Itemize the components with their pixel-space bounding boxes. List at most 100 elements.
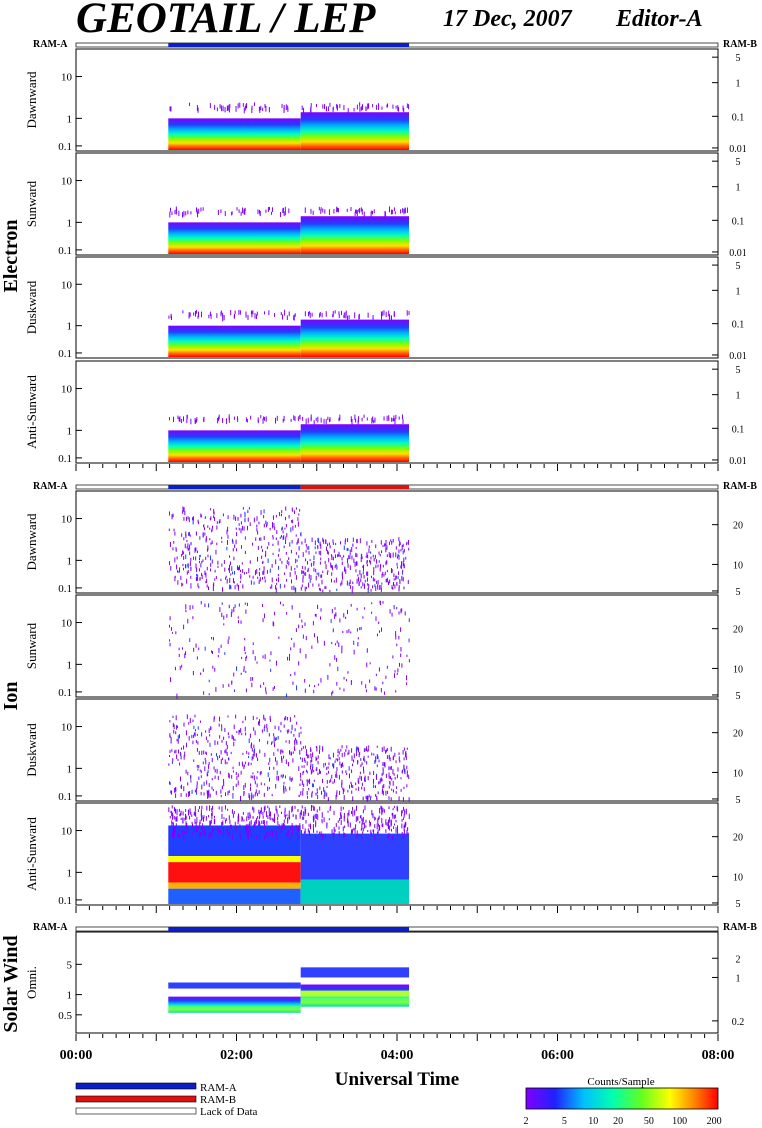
spectrogram-pixel bbox=[265, 520, 267, 525]
spectrogram-pixel bbox=[399, 542, 401, 545]
spectrogram-pixel bbox=[284, 309, 286, 316]
figure-date: 17 Dec, 2007 bbox=[443, 6, 573, 32]
spectrogram-pixel bbox=[314, 613, 316, 617]
spectrogram-pixel bbox=[265, 550, 267, 556]
spectrogram-pixel bbox=[363, 211, 365, 217]
spectrogram-pixel bbox=[360, 764, 362, 768]
spectrogram-pixel bbox=[248, 823, 250, 829]
spectrogram-pixel bbox=[295, 558, 297, 564]
panel-label: Omni. bbox=[24, 966, 39, 999]
spectrogram-pixel bbox=[334, 554, 336, 559]
spectrogram-pixel bbox=[285, 523, 287, 528]
spectrogram-pixel bbox=[374, 817, 376, 820]
spectrogram-pixel bbox=[200, 601, 202, 605]
spectrogram-pixel bbox=[407, 827, 409, 831]
spectrogram-pixel bbox=[195, 812, 197, 817]
spectrogram-pixel bbox=[229, 555, 231, 558]
spectrogram-pixel bbox=[350, 416, 352, 423]
spectrogram-pixel bbox=[353, 558, 355, 563]
spectrogram-pixel bbox=[368, 583, 370, 589]
spectrogram-pixel bbox=[372, 104, 374, 108]
spectrogram-pixel bbox=[281, 527, 283, 531]
spectrogram-pixel bbox=[185, 769, 187, 774]
spectrogram-pixel bbox=[240, 834, 242, 840]
spectrogram-pixel bbox=[227, 732, 229, 736]
spectrogram-pixel bbox=[392, 812, 394, 819]
spectrogram-pixel bbox=[183, 745, 185, 750]
spectrogram-pixel bbox=[335, 612, 337, 617]
spectrogram-pixel bbox=[392, 104, 394, 109]
spectrogram-pixel bbox=[195, 563, 197, 569]
spectrogram-pixel bbox=[348, 582, 350, 586]
spectrogram-pixel bbox=[278, 548, 280, 552]
spectrogram-pixel bbox=[392, 770, 394, 775]
spectrogram-pixel bbox=[331, 692, 333, 696]
spectrogram-pixel bbox=[284, 811, 286, 817]
spectrogram-pixel bbox=[185, 793, 187, 797]
spectrogram-pixel bbox=[343, 816, 345, 822]
spectrogram-pixel bbox=[174, 828, 176, 834]
spectrogram-pixel bbox=[183, 786, 185, 792]
spectrogram-pixel bbox=[398, 107, 400, 112]
spectrogram-pixel bbox=[208, 783, 210, 788]
spectrogram-pixel bbox=[301, 105, 303, 111]
spectrogram-pixel bbox=[404, 809, 406, 813]
spectrogram-pixel bbox=[269, 659, 271, 662]
spectrogram-pixel bbox=[276, 415, 278, 421]
spectrogram-pixel bbox=[272, 535, 274, 538]
spectrogram-pixel bbox=[379, 563, 381, 569]
spectrogram-pixel bbox=[269, 715, 271, 720]
spectrogram-pixel bbox=[174, 816, 176, 820]
spectrogram-pixel bbox=[345, 679, 347, 682]
spectrogram-pixel bbox=[271, 742, 273, 745]
spectrogram-pixel bbox=[388, 776, 390, 779]
spectrogram-pixel bbox=[170, 740, 172, 744]
spectrogram-pixel bbox=[387, 103, 389, 108]
spectrogram-pixel bbox=[185, 651, 187, 655]
spectrogram-pixel bbox=[344, 540, 346, 545]
spectrogram-pixel bbox=[244, 519, 246, 522]
spectrogram-pixel bbox=[302, 575, 304, 579]
spectrogram-pixel bbox=[195, 310, 197, 314]
spectrogram-pixel bbox=[184, 817, 186, 821]
spectrogram-pixel bbox=[333, 826, 335, 832]
spectrogram-pixel bbox=[210, 813, 212, 816]
spectrogram-pixel bbox=[346, 745, 348, 749]
spectrogram-pixel bbox=[234, 544, 236, 549]
spectrogram-pixel bbox=[347, 820, 349, 827]
spectrogram-pixel bbox=[240, 521, 242, 525]
spectrogram-pixel bbox=[233, 514, 235, 520]
spectrogram-pixel bbox=[370, 822, 372, 826]
spectrogram-pixel bbox=[285, 832, 287, 836]
spectrogram-band bbox=[300, 216, 410, 254]
spectrogram-pixel bbox=[315, 104, 317, 108]
spectrogram-pixel bbox=[285, 536, 287, 541]
spectrogram-pixel bbox=[305, 752, 307, 756]
spectrogram-pixel bbox=[200, 791, 202, 796]
spectrogram-pixel bbox=[308, 754, 310, 759]
spectrogram-pixel bbox=[374, 824, 376, 829]
spectrogram-pixel bbox=[365, 819, 367, 823]
spectrogram-pixel bbox=[372, 416, 374, 422]
spectrogram-pixel bbox=[246, 602, 248, 607]
spectrogram-pixel bbox=[338, 831, 340, 837]
spectrogram-pixel bbox=[396, 566, 398, 569]
spectrogram-pixel bbox=[206, 578, 208, 584]
spectrogram-pixel bbox=[197, 519, 199, 523]
spectrogram-pixel bbox=[362, 105, 364, 111]
spectrogram-pixel bbox=[222, 832, 224, 837]
spectrogram-pixel bbox=[261, 545, 263, 549]
spectrogram-pixel bbox=[205, 581, 207, 584]
spectrogram-pixel bbox=[175, 808, 177, 814]
spectrogram-pixel bbox=[319, 831, 321, 835]
spectrogram-pixel bbox=[235, 783, 237, 788]
spectrogram-pixel bbox=[302, 416, 304, 421]
spectrogram-pixel bbox=[292, 525, 294, 531]
spectrogram-pixel bbox=[374, 554, 376, 559]
spectrogram-pixel bbox=[288, 311, 290, 317]
spectrogram-pixel bbox=[295, 507, 297, 510]
spectrogram-pixel bbox=[355, 569, 357, 573]
spectrogram-pixel bbox=[219, 829, 221, 835]
spectrogram-pixel bbox=[200, 514, 202, 518]
spectrogram-pixel bbox=[404, 747, 406, 751]
